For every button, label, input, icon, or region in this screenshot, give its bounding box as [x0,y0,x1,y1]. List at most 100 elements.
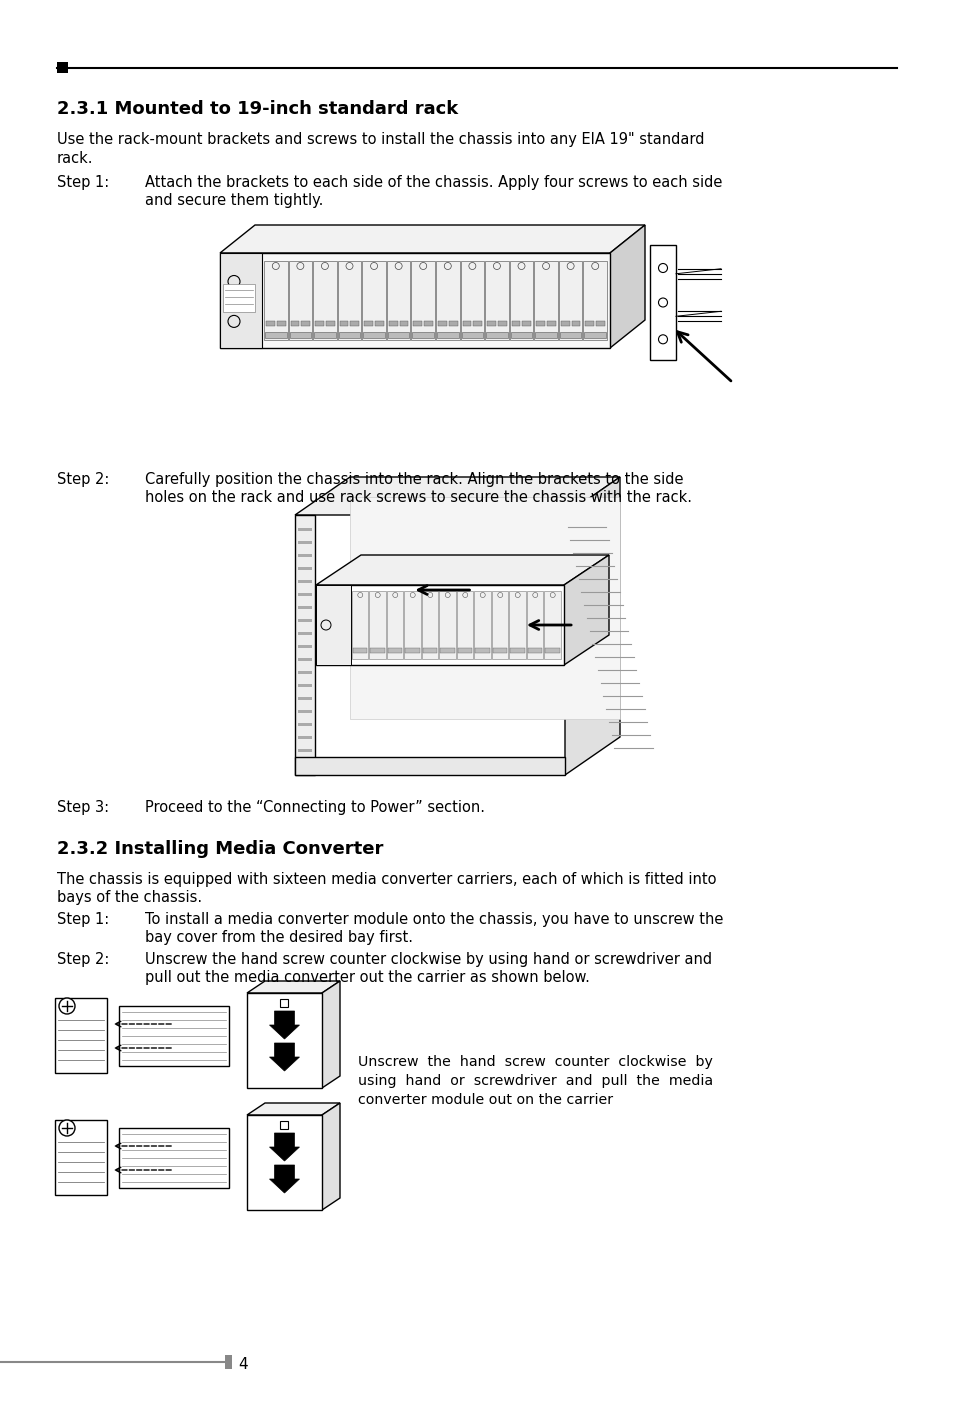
Bar [297,541,312,544]
Text: rack.: rack. [57,151,93,167]
Bar [534,261,558,340]
Bar [280,1121,288,1130]
Bar [493,648,507,652]
Bar [266,321,274,326]
Text: Carefully position the chassis into the rack. Align the brackets to the side: Carefully position the chassis into the … [145,472,682,487]
Polygon shape [564,477,619,775]
Bar [315,585,351,665]
Bar [522,321,531,326]
Bar [315,585,563,665]
Bar [364,321,373,326]
Bar [339,321,348,326]
Bar [399,321,408,326]
Bar [297,723,312,726]
Bar [297,593,312,596]
Bar [387,592,403,659]
Bar [247,1115,322,1210]
Bar [337,261,361,340]
Bar [370,648,385,652]
Polygon shape [609,225,644,347]
Bar [559,332,580,337]
Bar [404,592,420,659]
Bar [291,321,299,326]
Bar [288,261,312,340]
Bar [535,332,557,337]
Bar [297,748,312,753]
Bar [448,321,457,326]
Bar [412,332,434,337]
Bar [388,332,409,337]
Bar [375,321,383,326]
Bar [475,648,490,652]
Bar [57,62,68,73]
Bar [350,497,619,719]
Text: 4: 4 [237,1357,248,1372]
Bar [247,993,322,1089]
Bar [509,592,525,659]
Bar [583,261,606,340]
Bar [297,633,312,635]
Bar [297,710,312,713]
Text: Unscrew the hand screw counter clockwise by using hand or screwdriver and: Unscrew the hand screw counter clockwise… [145,952,711,967]
Bar [649,246,676,360]
Bar [223,284,254,312]
Bar [297,683,312,688]
Bar [545,648,559,652]
Text: converter module out on the carrier: converter module out on the carrier [357,1093,613,1107]
Bar [297,658,312,661]
Bar [297,645,312,648]
Bar [297,580,312,583]
Bar [526,592,543,659]
Bar [297,736,312,738]
Bar [350,321,359,326]
Bar [411,261,435,340]
Bar [510,332,532,337]
Bar [352,592,368,659]
Bar [485,261,508,340]
Polygon shape [220,225,644,253]
Bar [509,261,533,340]
Bar [389,321,397,326]
Bar [363,332,384,337]
Text: bays of the chassis.: bays of the chassis. [57,890,202,905]
Bar [220,253,609,347]
Bar [437,321,446,326]
Polygon shape [247,981,339,993]
Text: bay cover from the desired bay first.: bay cover from the desired bay first. [145,931,413,945]
Text: Use the rack-mount brackets and screws to install the chassis into any EIA 19" s: Use the rack-mount brackets and screws t… [57,131,703,147]
Bar [473,321,481,326]
Bar [220,253,262,347]
Bar [326,321,335,326]
Bar [388,648,402,652]
Bar [439,592,456,659]
Bar [353,648,367,652]
Bar [387,261,410,340]
Bar [546,321,556,326]
Bar [265,332,286,337]
Bar [297,528,312,531]
Bar [290,332,311,337]
Bar [544,592,560,659]
Bar [276,321,285,326]
Text: Proceed to the “Connecting to Power” section.: Proceed to the “Connecting to Power” sec… [145,801,484,815]
Bar [596,321,604,326]
Bar [314,321,324,326]
Bar [301,321,310,326]
Bar [297,671,312,674]
Text: using  hand  or  screwdriver  and  pull  the  media: using hand or screwdriver and pull the m… [357,1075,713,1089]
Bar [297,554,312,556]
Bar [280,1000,288,1007]
Bar [424,321,433,326]
Text: Step 1:: Step 1: [57,175,110,191]
Bar [297,568,312,570]
Polygon shape [269,1165,299,1193]
Bar [297,698,312,700]
Bar [369,592,386,659]
Text: holes on the rack and use rack screws to secure the chassis with the rack.: holes on the rack and use rack screws to… [145,490,691,505]
Polygon shape [322,981,339,1089]
Polygon shape [315,555,608,585]
Bar [338,332,360,337]
Text: 2.3.1 Mounted to 19-inch standard rack: 2.3.1 Mounted to 19-inch standard rack [57,100,457,119]
Text: Step 3:: Step 3: [57,801,109,815]
Bar [436,261,459,340]
